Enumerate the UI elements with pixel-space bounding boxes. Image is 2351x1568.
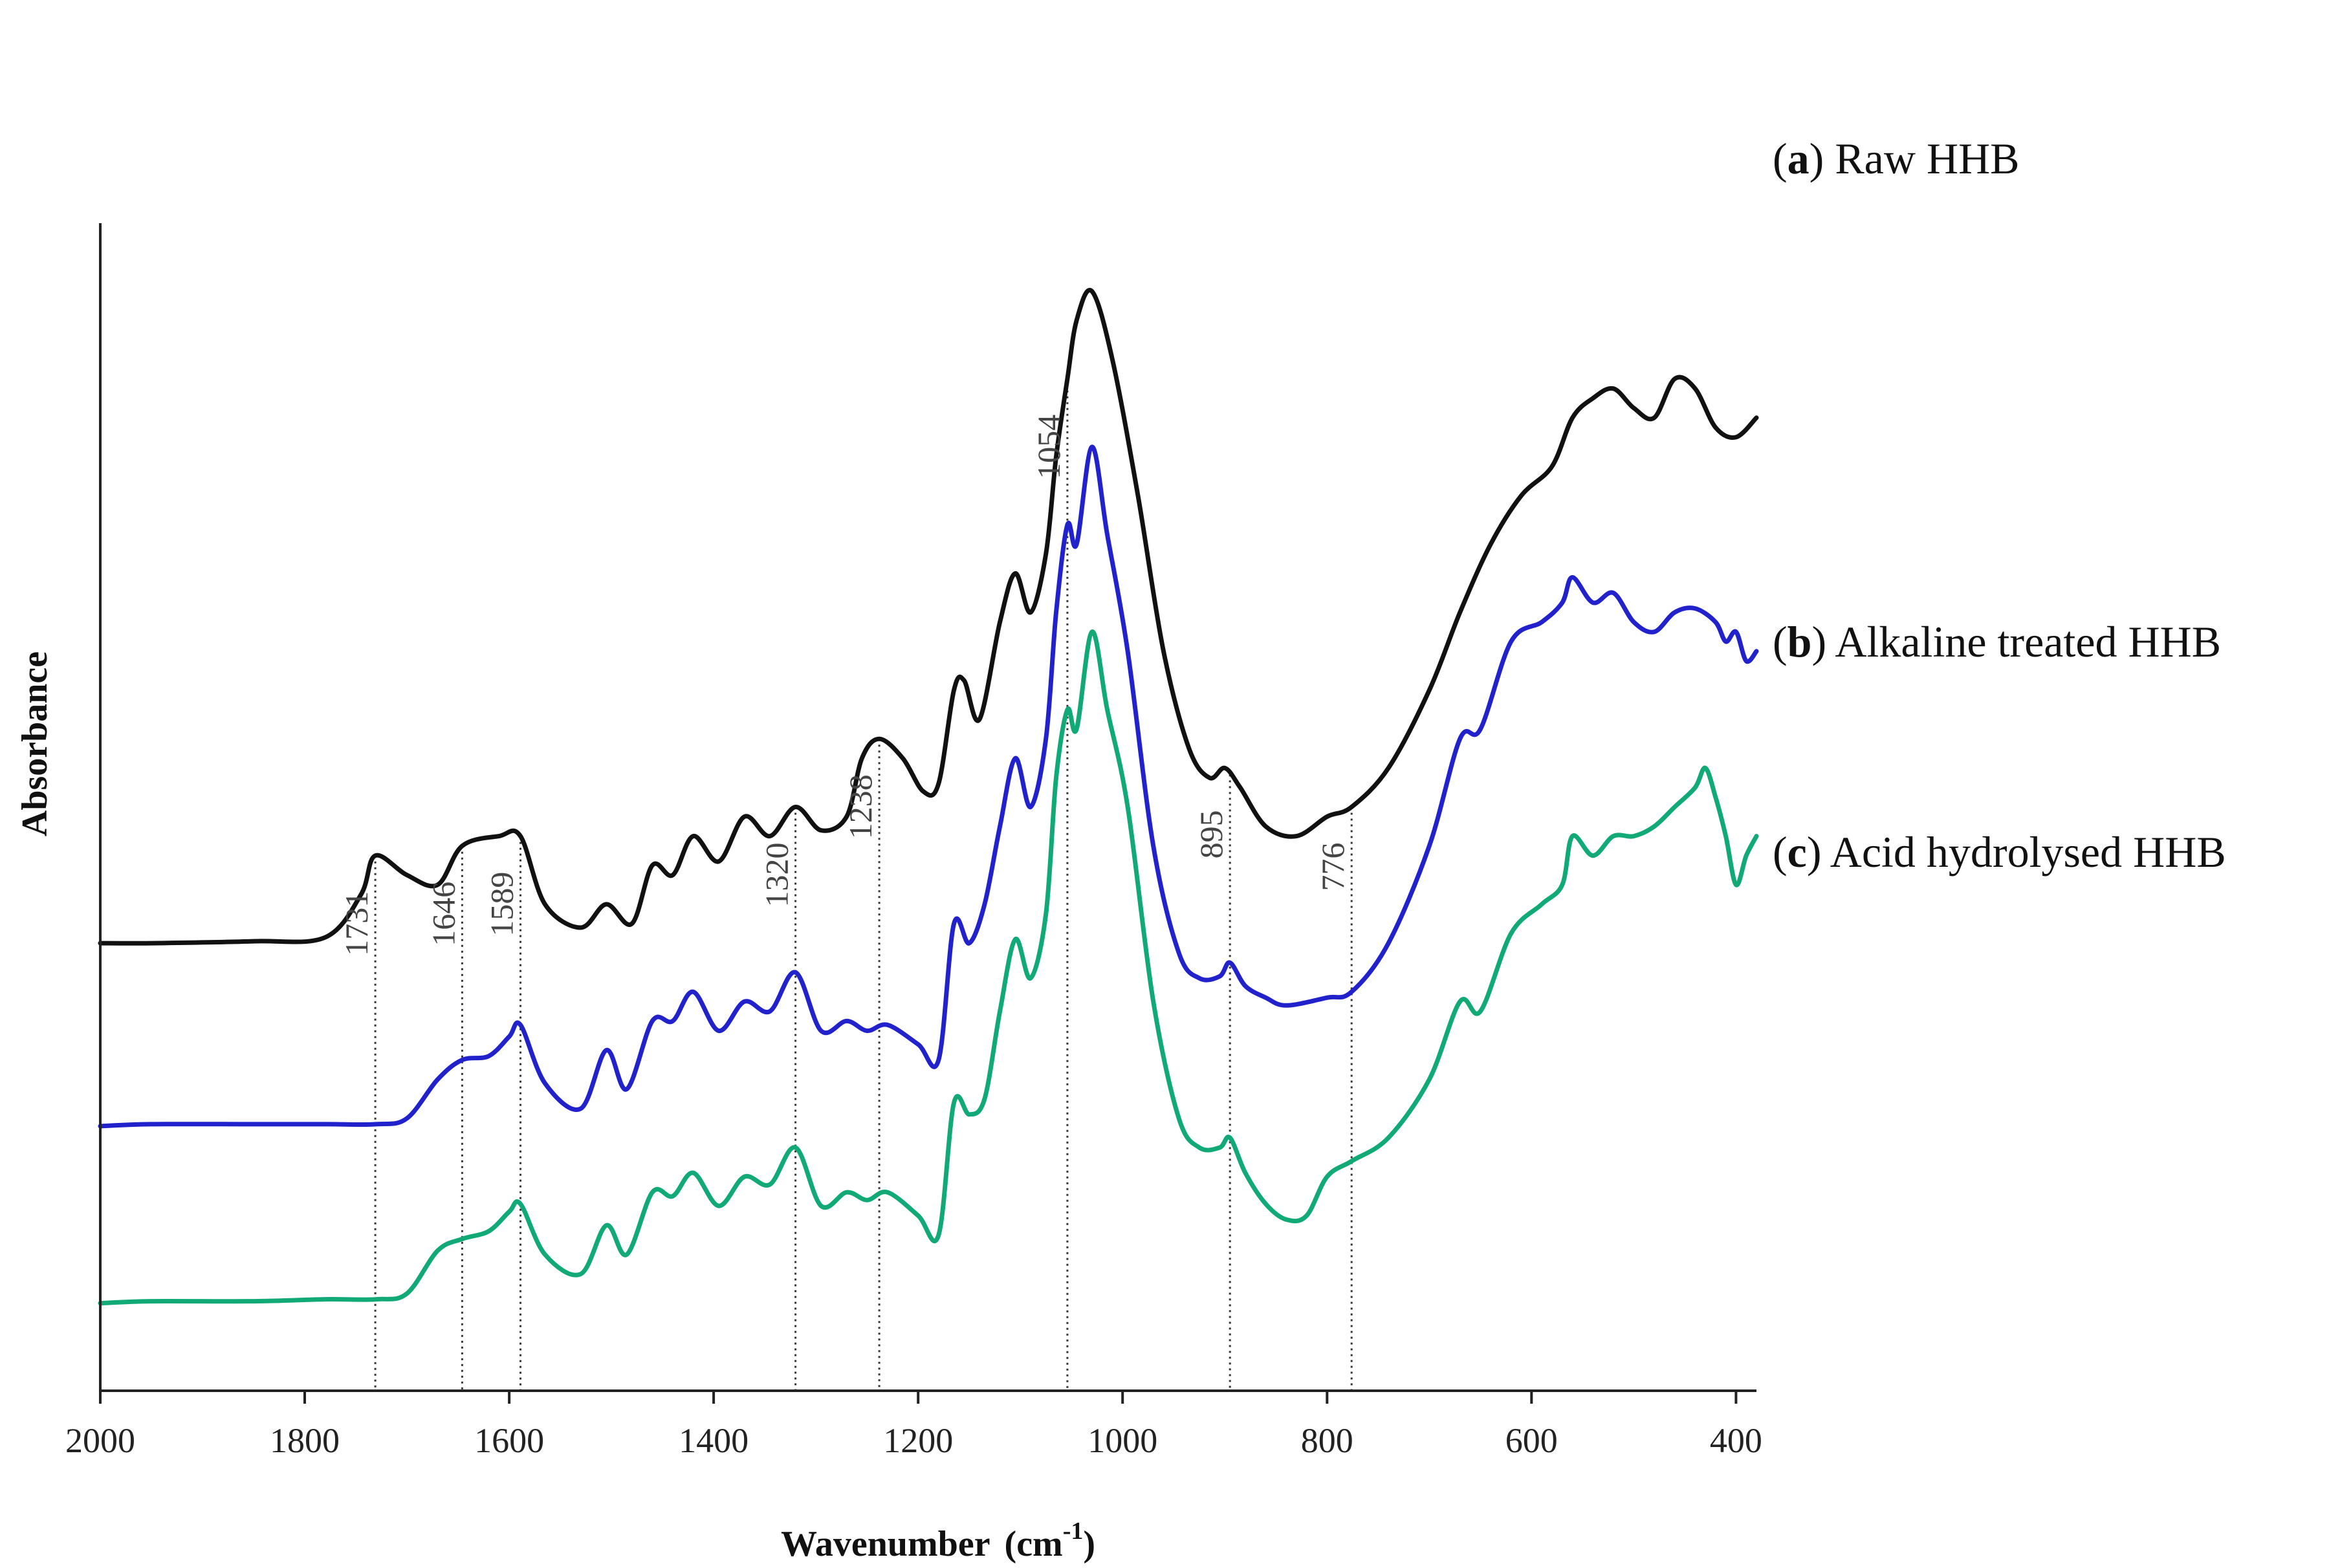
x-ticks: 2000 1800 1600 1400 1200 1000 800 600 400 <box>65 1391 1762 1460</box>
series-line-c <box>98 629 1759 1306</box>
spectra-series <box>98 287 1759 1306</box>
legend-label-c: (c) Acid hydrolysed HHB <box>1773 827 2226 877</box>
x-tick-label-1800: 1800 <box>270 1421 340 1460</box>
y-axis-title: Absorbance <box>15 651 55 836</box>
legend-label-b: (b) Alkaline treated HHB <box>1773 617 2221 666</box>
peak-labels: 1731 1646 1589 1320 1238 1054 895 776 <box>338 415 1351 956</box>
peak-label-1238: 1238 <box>842 774 879 839</box>
series-line-b <box>98 444 1759 1129</box>
x-axis-title: Wavenumber (cm-1) <box>781 1518 1095 1564</box>
peak-guide-lines <box>374 378 1353 1391</box>
x-axis-title-main: Wavenumber <box>781 1524 990 1564</box>
peak-label-776: 776 <box>1315 843 1351 891</box>
x-tick-label-1400: 1400 <box>679 1421 749 1460</box>
x-tick-label-800: 800 <box>1301 1421 1353 1460</box>
x-tick-label-600: 600 <box>1505 1421 1558 1460</box>
peak-label-1589: 1589 <box>484 872 520 937</box>
peak-label-1320: 1320 <box>759 843 795 908</box>
legend: (a) Raw HHB (b) Alkaline treated HHB (c) A… <box>1773 134 2226 877</box>
peak-label-1646: 1646 <box>425 882 461 946</box>
x-tick-label-1200: 1200 <box>883 1421 953 1460</box>
x-axis-title-unit-suffix: ) <box>1083 1524 1095 1564</box>
peak-label-895: 895 <box>1193 810 1229 858</box>
series-line-a <box>98 287 1759 946</box>
x-axis-title-unit-prefix: (cm <box>1005 1524 1063 1564</box>
x-axis-title-unit-sup: -1 <box>1063 1518 1084 1545</box>
peak-label-1054: 1054 <box>1031 415 1067 479</box>
peak-label-1731: 1731 <box>338 891 375 956</box>
x-tick-label-1000: 1000 <box>1088 1421 1157 1460</box>
x-tick-label-1600: 1600 <box>474 1421 544 1460</box>
x-tick-label-2000: 2000 <box>65 1421 135 1460</box>
legend-label-a: (a) Raw HHB <box>1773 134 2020 183</box>
x-tick-label-400: 400 <box>1710 1421 1762 1460</box>
